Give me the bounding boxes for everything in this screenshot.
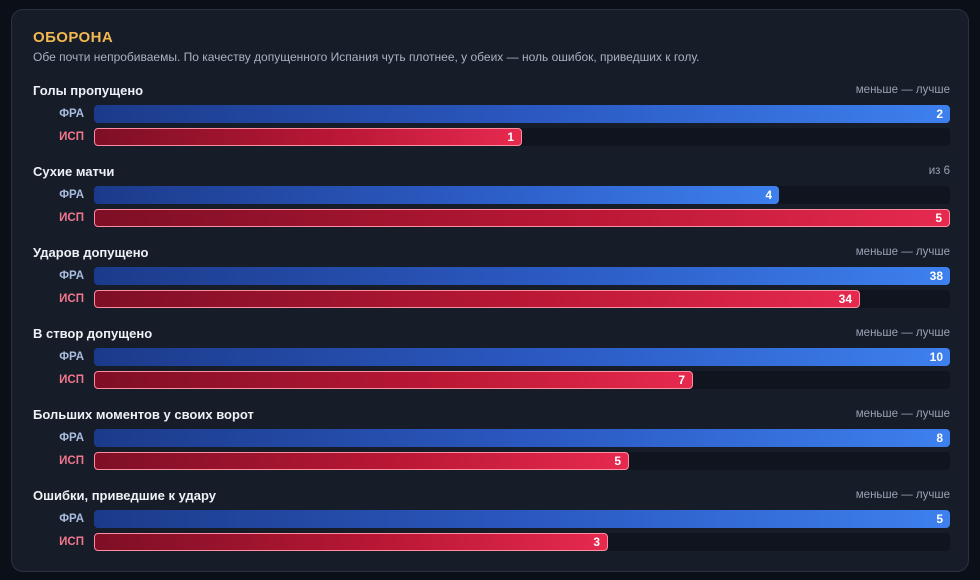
metric-label: В створ допущено <box>33 326 153 341</box>
bar-fra: 2 <box>94 105 950 123</box>
bar-value-label: 5 <box>614 454 621 468</box>
bar-track: 1 <box>94 128 950 146</box>
metric-label: Ударов допущено <box>33 245 149 260</box>
bar-track: 4 <box>94 186 950 204</box>
metric-note: меньше — лучше <box>855 408 950 420</box>
bar-row: ФРА 4 <box>33 186 950 204</box>
bar-track: 10 <box>94 348 950 366</box>
team-label: ФРА <box>59 513 84 525</box>
team-label: ИСП <box>59 293 84 305</box>
bar-fra: 10 <box>94 348 950 366</box>
team-label: ИСП <box>59 374 84 386</box>
bar-value-label: 7 <box>678 373 685 387</box>
metric-group: В створ допущено меньше — лучше ФРА 10 ИСП 7 <box>33 324 950 402</box>
bar-track: 34 <box>94 290 950 308</box>
metric-header: В створ допущено меньше — лучше <box>33 324 950 344</box>
bar-row: ИСП 5 <box>33 209 950 227</box>
team-label: ФРА <box>59 108 84 120</box>
team-label: ФРА <box>59 351 84 363</box>
bar-value-label: 10 <box>929 350 943 364</box>
bar-track: 7 <box>94 371 950 389</box>
bar-value-label: 2 <box>936 107 943 121</box>
bar-value-label: 5 <box>936 512 943 526</box>
bar-value-label: 1 <box>507 130 514 144</box>
bar-track: 3 <box>94 533 950 551</box>
team-label: ФРА <box>59 270 84 282</box>
bar-track: 2 <box>94 105 950 123</box>
bar-esp: 5 <box>94 452 629 470</box>
bar-value-label: 38 <box>929 269 943 283</box>
metric-header: Ударов допущено меньше — лучше <box>33 243 950 263</box>
bar-value-label: 3 <box>593 535 600 549</box>
metric-note: меньше — лучше <box>855 327 950 339</box>
bar-row: ИСП 7 <box>33 371 950 389</box>
bar-fra: 4 <box>94 186 779 204</box>
bar-fra: 8 <box>94 429 950 447</box>
metric-label: Больших моментов у своих ворот <box>33 407 254 422</box>
bar-esp: 5 <box>94 209 950 227</box>
metric-label: Ошибки, приведшие к удару <box>33 488 216 503</box>
bar-fra: 5 <box>94 510 950 528</box>
bar-track: 5 <box>94 452 950 470</box>
bar-row: ФРА 10 <box>33 348 950 366</box>
bar-value-label: 4 <box>765 188 772 202</box>
bar-esp: 3 <box>94 533 608 551</box>
metric-group: Голы пропущено меньше — лучше ФРА 2 ИСП 1 <box>33 81 950 159</box>
bar-value-label: 34 <box>838 292 852 306</box>
bar-row: ФРА 2 <box>33 105 950 123</box>
bar-row: ИСП 3 <box>33 533 950 551</box>
metric-header: Ошибки, приведшие к удару меньше — лучше <box>33 486 950 506</box>
metric-label: Голы пропущено <box>33 83 144 98</box>
chart-title: ОБОРОНА <box>33 29 114 46</box>
metric-note: меньше — лучше <box>855 84 950 96</box>
bar-esp: 7 <box>94 371 693 389</box>
bar-row: ФРА 8 <box>33 429 950 447</box>
metric-label: Сухие матчи <box>33 164 115 179</box>
team-label: ФРА <box>59 189 84 201</box>
team-label: ИСП <box>59 131 84 143</box>
metric-note: из 6 <box>928 165 950 177</box>
team-label: ИСП <box>59 455 84 467</box>
team-label: ФРА <box>59 432 84 444</box>
metric-note: меньше — лучше <box>855 489 950 501</box>
bar-row: ИСП 5 <box>33 452 950 470</box>
bar-fra: 38 <box>94 267 950 285</box>
bar-esp: 34 <box>94 290 860 308</box>
metric-group: Ударов допущено меньше — лучше ФРА 38 ИСП 34 <box>33 243 950 321</box>
bar-row: ФРА 38 <box>33 267 950 285</box>
metric-header: Больших моментов у своих ворот меньше — л… <box>33 405 950 425</box>
bar-row: ИСП 34 <box>33 290 950 308</box>
bar-esp: 1 <box>94 128 522 146</box>
bar-value-label: 8 <box>936 431 943 445</box>
metric-group: Сухие матчи из 6 ФРА 4 ИСП 5 <box>33 162 950 240</box>
bar-track: 8 <box>94 429 950 447</box>
bar-value-label: 5 <box>935 211 942 225</box>
metric-header: Сухие матчи из 6 <box>33 162 950 182</box>
metric-header: Голы пропущено меньше — лучше <box>33 81 950 101</box>
bar-row: ФРА 5 <box>33 510 950 528</box>
chart-subtitle: Обе почти непробиваемы. По качеству допу… <box>33 50 700 64</box>
team-label: ИСП <box>59 212 84 224</box>
team-label: ИСП <box>59 536 84 548</box>
bar-row: ИСП 1 <box>33 128 950 146</box>
bar-track: 5 <box>94 209 950 227</box>
metric-group: Ошибки, приведшие к удару меньше — лучше Ф… <box>33 486 950 564</box>
bar-track: 5 <box>94 510 950 528</box>
bar-track: 38 <box>94 267 950 285</box>
metric-note: меньше — лучше <box>855 246 950 258</box>
metric-group: Больших моментов у своих ворот меньше — л… <box>33 405 950 483</box>
defense-panel: ОБОРОНА Обе почти непробиваемы. По качес… <box>11 9 969 572</box>
